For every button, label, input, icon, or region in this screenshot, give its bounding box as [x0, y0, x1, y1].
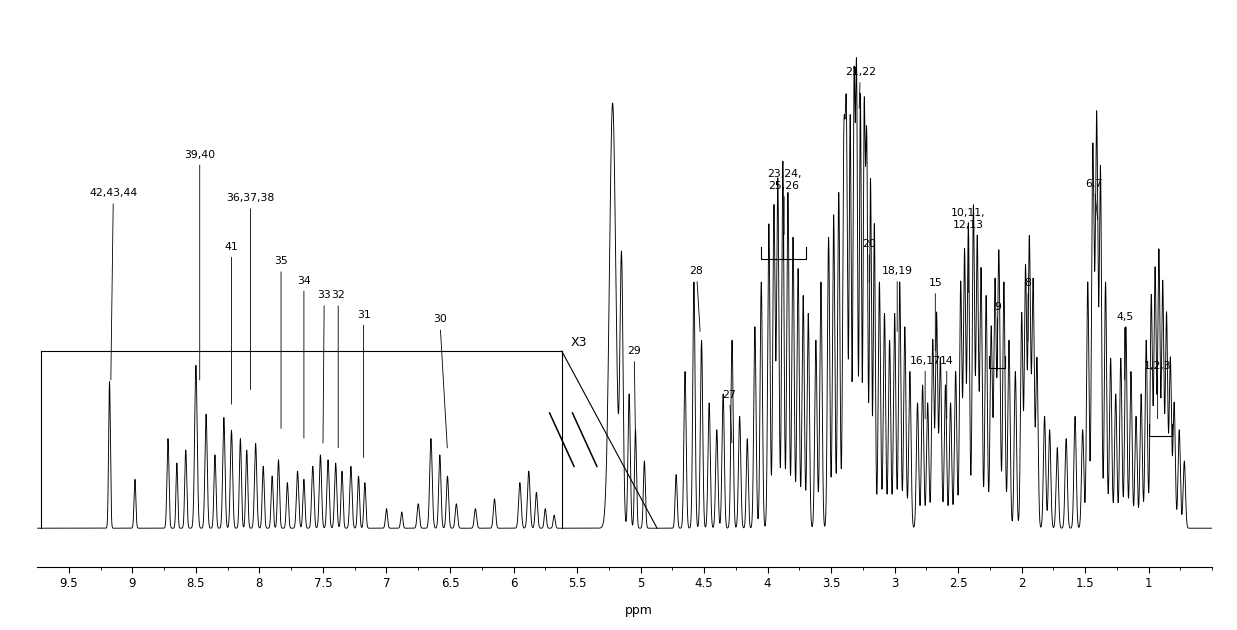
Text: 30: 30: [433, 314, 448, 448]
Text: 41: 41: [225, 242, 239, 404]
Text: ppm: ppm: [625, 604, 653, 617]
Text: 39,40: 39,40: [184, 149, 215, 380]
Text: 6,7: 6,7: [1086, 179, 1102, 220]
Text: 28: 28: [689, 266, 704, 331]
Text: 4,5: 4,5: [1116, 312, 1133, 380]
Text: 15: 15: [929, 278, 943, 351]
Text: 10,11,
12,13: 10,11, 12,13: [951, 209, 986, 292]
Text: 31: 31: [356, 309, 371, 457]
Text: 27: 27: [722, 390, 736, 443]
Text: 14: 14: [940, 356, 954, 419]
Text: 8: 8: [1024, 278, 1032, 341]
Text: 16,17: 16,17: [909, 356, 940, 419]
Text: 9: 9: [995, 302, 1001, 370]
Text: 21,22: 21,22: [845, 67, 876, 108]
Text: 18,19: 18,19: [882, 266, 913, 331]
Text: 1,2,3: 1,2,3: [1144, 360, 1171, 419]
Text: 20: 20: [862, 239, 876, 283]
Text: 42,43,44: 42,43,44: [89, 188, 137, 380]
Text: 34: 34: [297, 276, 310, 438]
Text: 23,24,
25,26: 23,24, 25,26: [767, 169, 802, 234]
Text: 29: 29: [627, 346, 641, 438]
Text: X3: X3: [570, 336, 588, 349]
Text: 32: 32: [332, 290, 345, 448]
Text: 35: 35: [275, 256, 288, 428]
Text: 33: 33: [318, 290, 332, 443]
Text: 36,37,38: 36,37,38: [226, 193, 275, 389]
